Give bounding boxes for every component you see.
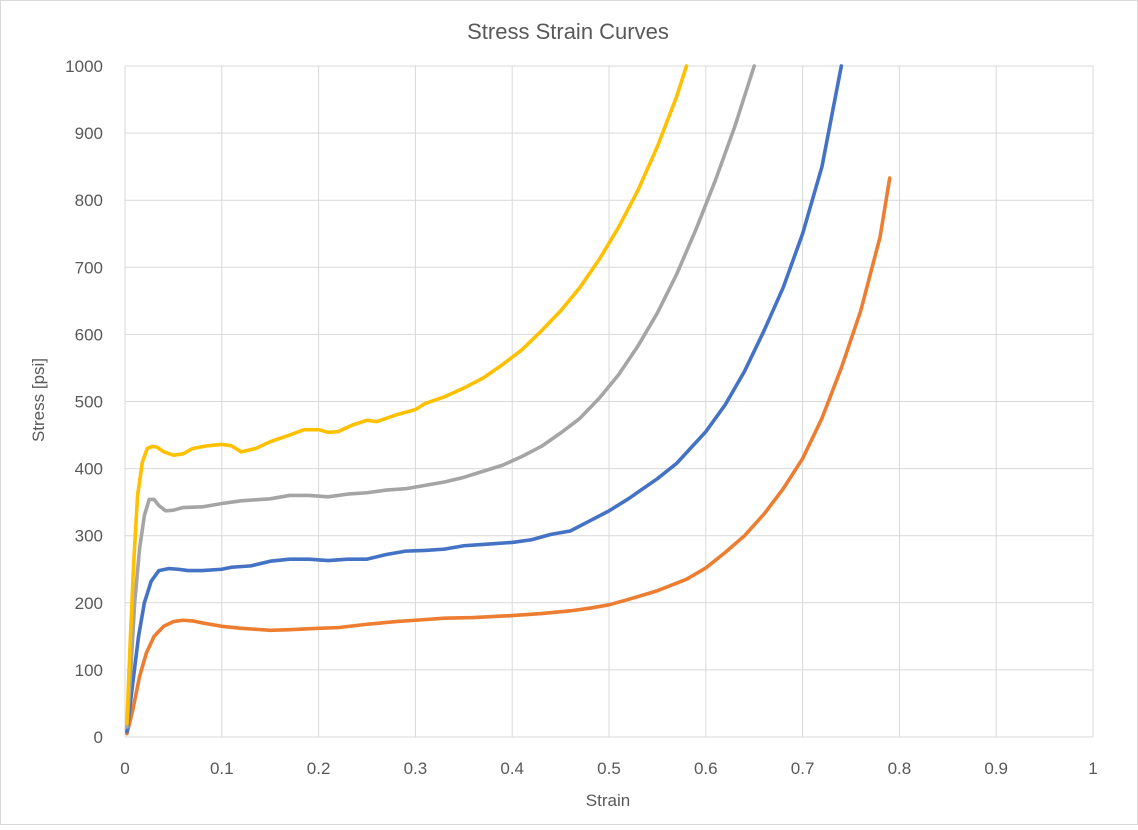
series-line-3: [125, 64, 756, 729]
y-tick-label: 100: [75, 661, 103, 680]
y-tick-label: 1000: [65, 57, 103, 76]
y-tick-label: 900: [75, 124, 103, 143]
y-tick-label: 300: [75, 527, 103, 546]
y-tick-label: 400: [75, 460, 103, 479]
x-tick-label: 0.8: [888, 759, 912, 778]
x-tick-label: 0.9: [984, 759, 1008, 778]
x-tick-label: 0.3: [404, 759, 428, 778]
series-line-2: [125, 64, 844, 734]
y-axis-title: Stress [psi]: [29, 358, 48, 442]
y-tick-label: 800: [75, 191, 103, 210]
series-line-1: [125, 176, 892, 736]
x-tick-label: 1: [1088, 759, 1097, 778]
x-tick-label: 0.6: [694, 759, 718, 778]
y-tick-label: 200: [75, 594, 103, 613]
series-line-4: [125, 64, 689, 726]
x-tick-label: 0.2: [307, 759, 331, 778]
x-tick-label: 0.7: [791, 759, 815, 778]
grid-lines: [124, 65, 1094, 738]
y-tick-label: 0: [94, 728, 103, 747]
x-axis-title: Strain: [586, 791, 630, 810]
tick-labels: 0 100 200 300 400 500 600 700 800 900 1000 0 0.1 0.2 0…: [65, 57, 1098, 778]
x-tick-label: 0.5: [597, 759, 621, 778]
y-tick-label: 600: [75, 325, 103, 344]
x-tick-label: 0.4: [500, 759, 524, 778]
chart-title: Stress Strain Curves: [467, 19, 669, 44]
series-layer: [125, 64, 892, 736]
x-tick-label: 0.1: [210, 759, 234, 778]
y-tick-label: 500: [75, 393, 103, 412]
y-tick-label: 700: [75, 258, 103, 277]
x-tick-label: 0: [120, 759, 129, 778]
